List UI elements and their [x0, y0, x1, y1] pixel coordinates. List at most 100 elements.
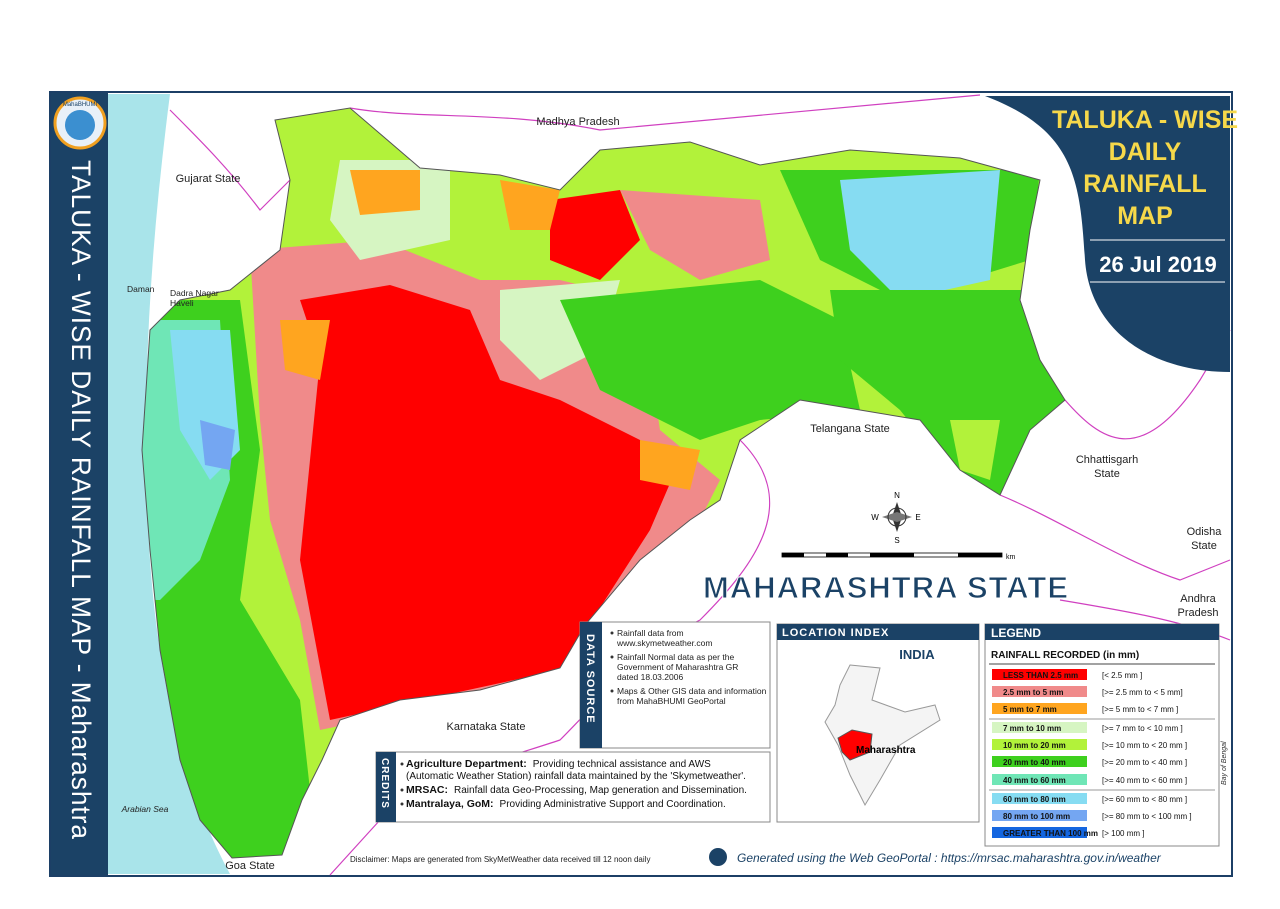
map-label: Goa State	[225, 860, 275, 872]
map-label: Daman	[127, 284, 155, 294]
legend-label: LESS THAN 2.5 mm	[1003, 671, 1078, 680]
legend-range: [>= 60 mm to < 80 mm ]	[1102, 795, 1187, 804]
compass-s: S	[894, 536, 899, 545]
legend-swatch	[992, 827, 1087, 838]
legend-swatch	[992, 722, 1087, 733]
map-label: Dadra Nagar	[170, 288, 219, 298]
credit-line: (Automatic Weather Station) rainfall dat…	[406, 771, 746, 782]
map-label: State	[1094, 468, 1120, 480]
compass	[882, 502, 912, 532]
legend-heading: LEGEND	[991, 626, 1041, 640]
data-source-line: from MahaBHUMI GeoPortal	[617, 696, 726, 706]
legend-label: GREATER THAN 100 mm	[1003, 829, 1098, 838]
legend-swatch	[992, 793, 1087, 804]
side-strip	[51, 93, 108, 875]
legend-swatch	[992, 810, 1087, 821]
bullet	[400, 788, 404, 792]
state-name: MAHARASHTRA STATE	[703, 570, 1069, 605]
logo-text: MahaBHUMI	[63, 102, 98, 108]
location-header	[777, 624, 979, 640]
data-source-band	[580, 622, 602, 748]
credits-items: Agriculture Department: Providing technic…	[400, 758, 747, 810]
maharashtra-highlight	[837, 729, 873, 761]
legend-header	[985, 624, 1219, 640]
title-line: DAILY	[1109, 138, 1182, 166]
data-source-line: Government of Maharashtra GR	[617, 662, 738, 672]
legend-swatch	[992, 703, 1087, 714]
footer-logo	[709, 848, 727, 866]
credits-band	[376, 752, 396, 822]
legend-range: [> 100 mm ]	[1102, 829, 1144, 838]
compass-e: E	[915, 513, 920, 522]
title-line: RAINFALL	[1083, 170, 1207, 198]
map-label: Andhra	[1180, 593, 1216, 605]
legend-range: [>= 5 mm to < 7 mm ]	[1102, 705, 1178, 714]
bullet	[400, 762, 404, 766]
state-outline	[141, 107, 1066, 859]
map-label: Odisha	[1187, 526, 1223, 538]
legend-label: 5 mm to 7 mm	[1003, 705, 1057, 714]
credit-org: MRSAC:	[406, 784, 448, 796]
map-label: Karnataka State	[447, 721, 526, 733]
map-date: 26 Jul 2019	[1099, 252, 1216, 277]
map-label: Bay of Bengal	[1221, 741, 1228, 785]
india-outline	[824, 664, 941, 807]
data-source-line: www.skymetweather.com	[616, 638, 712, 648]
map-label: Gujarat State	[176, 173, 241, 185]
legend-items: LESS THAN 2.5 mm [< 2.5 mm ] 2.5 mm to 5 m…	[989, 669, 1215, 838]
legend-range: [>= 2.5 mm to < 5 mm]	[1102, 688, 1183, 697]
data-source-line: Rainfall data from	[617, 628, 684, 638]
credit-line: Providing Administrative Support and Coo…	[500, 799, 726, 810]
data-source-line: Rainfall Normal data as per the	[617, 652, 734, 662]
map-label: Chhattisgarh	[1076, 454, 1138, 466]
maharashtra-talukas	[142, 108, 1065, 858]
data-source-line: Maps & Other GIS data and information	[617, 686, 767, 696]
map-label: Arabian Sea	[121, 804, 169, 814]
compass-w: W	[871, 513, 879, 522]
legend-range: [>= 20 mm to < 40 mm ]	[1102, 758, 1187, 767]
legend-swatch	[992, 669, 1087, 680]
bullet	[610, 631, 614, 635]
legend-label: 80 mm to 100 mm	[1003, 812, 1070, 821]
legend-label: 2.5 mm to 5 mm	[1003, 688, 1063, 697]
compass-n: N	[894, 491, 900, 500]
legend-swatch	[992, 686, 1087, 697]
location-state: Maharashtra	[856, 745, 916, 756]
map-label: Telangana State	[810, 423, 890, 435]
data-source-line: dated 18.03.2006	[617, 672, 683, 682]
legend-box	[984, 623, 1220, 847]
legend-swatch	[992, 756, 1087, 767]
data-source-box	[579, 621, 771, 749]
legend-label: 10 mm to 20 mm	[1003, 741, 1066, 750]
map-label: Pradesh	[1178, 607, 1219, 619]
title-box	[985, 96, 1230, 372]
vertical-title: TALUKA - WISE DAILY RAINFALL MAP - Mahar…	[66, 160, 96, 840]
credit-line: Providing technical assistance and AWS	[533, 759, 711, 770]
legend-range: [>= 80 mm to < 100 mm ]	[1102, 812, 1192, 821]
scale-unit: km	[1006, 554, 1016, 561]
legend-label: 20 mm to 40 mm	[1003, 758, 1066, 767]
credits-box	[375, 751, 771, 823]
generated-note: Generated using the Web GeoPortal : http…	[737, 851, 1162, 865]
location-country: INDIA	[899, 647, 935, 662]
credit-org: Mantralaya, GoM:	[406, 798, 494, 810]
legend-range: [>= 7 mm to < 10 mm ]	[1102, 724, 1183, 733]
map-label: State	[1191, 540, 1217, 552]
bullet	[400, 802, 404, 806]
map-label: Madhya Pradesh	[536, 116, 619, 128]
data-source-heading: DATA SOURCE	[584, 634, 596, 724]
legend-subtitle: RAINFALL RECORDED (in mm)	[991, 650, 1139, 661]
credits-heading: CREDITS	[379, 758, 390, 809]
sea	[108, 94, 230, 874]
disclaimer: Disclaimer: Maps are generated from SkyM…	[350, 855, 650, 864]
title-line: MAP	[1117, 202, 1173, 230]
legend-range: [>= 10 mm to < 20 mm ]	[1102, 741, 1187, 750]
bullet	[610, 689, 614, 693]
credit-line: Rainfall data Geo-Processing, Map genera…	[454, 785, 747, 796]
legend-range: [>= 40 mm to < 60 mm ]	[1102, 776, 1187, 785]
legend-label: 60 mm to 80 mm	[1003, 795, 1066, 804]
location-heading: LOCATION INDEX	[782, 627, 889, 639]
